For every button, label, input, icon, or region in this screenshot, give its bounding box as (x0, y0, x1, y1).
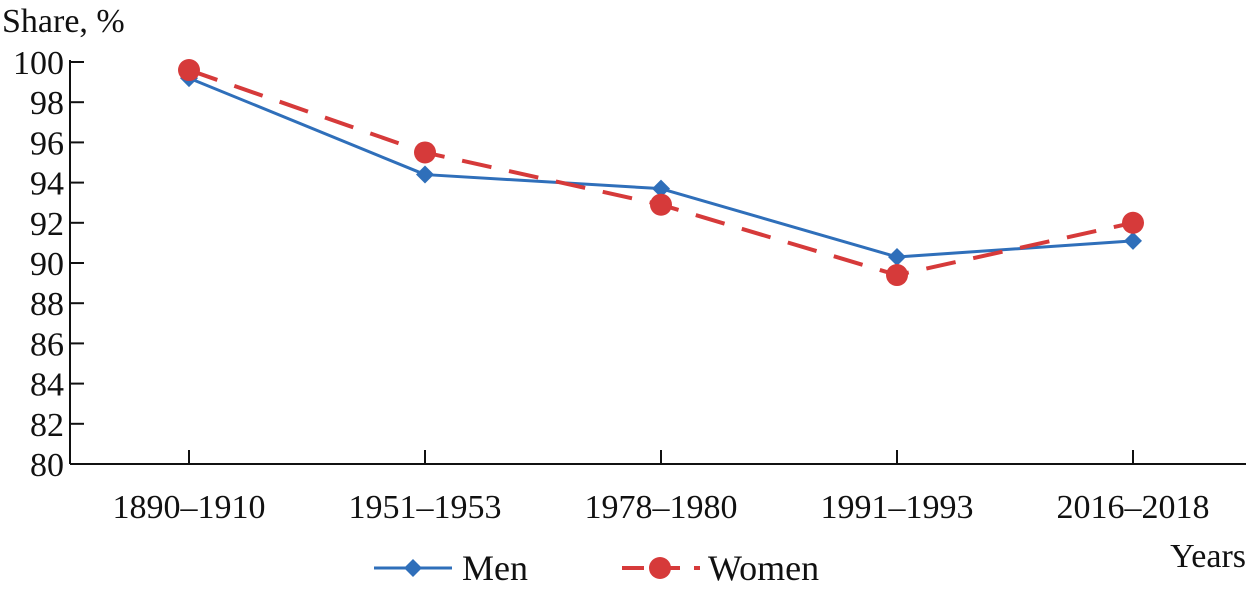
series-men (180, 69, 1142, 266)
legend-item-women: Women (622, 548, 819, 588)
y-tick-label: 96 (30, 125, 64, 162)
series-women-point (650, 193, 672, 216)
x-tick-label: 1951–1953 (349, 489, 502, 526)
y-tick-label: 80 (30, 447, 64, 484)
y-tick-label: 92 (30, 206, 64, 243)
series-women-point (414, 141, 436, 164)
series-women-line (188, 68, 1134, 278)
legend-men-label: Men (462, 548, 528, 588)
series-men-point (416, 165, 434, 184)
y-tick-label: 86 (30, 326, 64, 363)
series-women-point (178, 59, 200, 82)
x-tick-label: 2016–2018 (1057, 489, 1210, 526)
series-women (178, 59, 1144, 287)
series-men-point (652, 179, 670, 198)
x-tick-label: 1978–1980 (585, 489, 738, 526)
legend-women-marker-icon (649, 557, 671, 579)
legend-men-marker-icon (404, 559, 422, 577)
series-men-point (1124, 231, 1142, 250)
legend: Men Women (374, 548, 819, 588)
series-layer (178, 59, 1144, 287)
x-axis-title: Years (1170, 538, 1246, 575)
x-tick-label: 1890–1910 (113, 489, 266, 526)
series-women-point (1122, 211, 1144, 234)
series-men-line (188, 76, 1134, 259)
y-tick-label: 88 (30, 286, 64, 323)
y-tick-label: 98 (30, 85, 64, 122)
legend-item-men: Men (374, 548, 528, 588)
x-tick-label: 1991–1993 (821, 489, 974, 526)
y-tick-label: 82 (30, 407, 64, 444)
series-women-point (886, 264, 908, 287)
y-axis-title: Share, % (2, 3, 125, 40)
y-tick-label: 100 (13, 45, 64, 82)
y-tick-label: 94 (30, 166, 64, 203)
legend-women-label: Women (708, 548, 819, 588)
y-tick-label: 84 (30, 367, 64, 404)
series-men-point (888, 247, 906, 266)
y-tick-label: 90 (30, 246, 64, 283)
